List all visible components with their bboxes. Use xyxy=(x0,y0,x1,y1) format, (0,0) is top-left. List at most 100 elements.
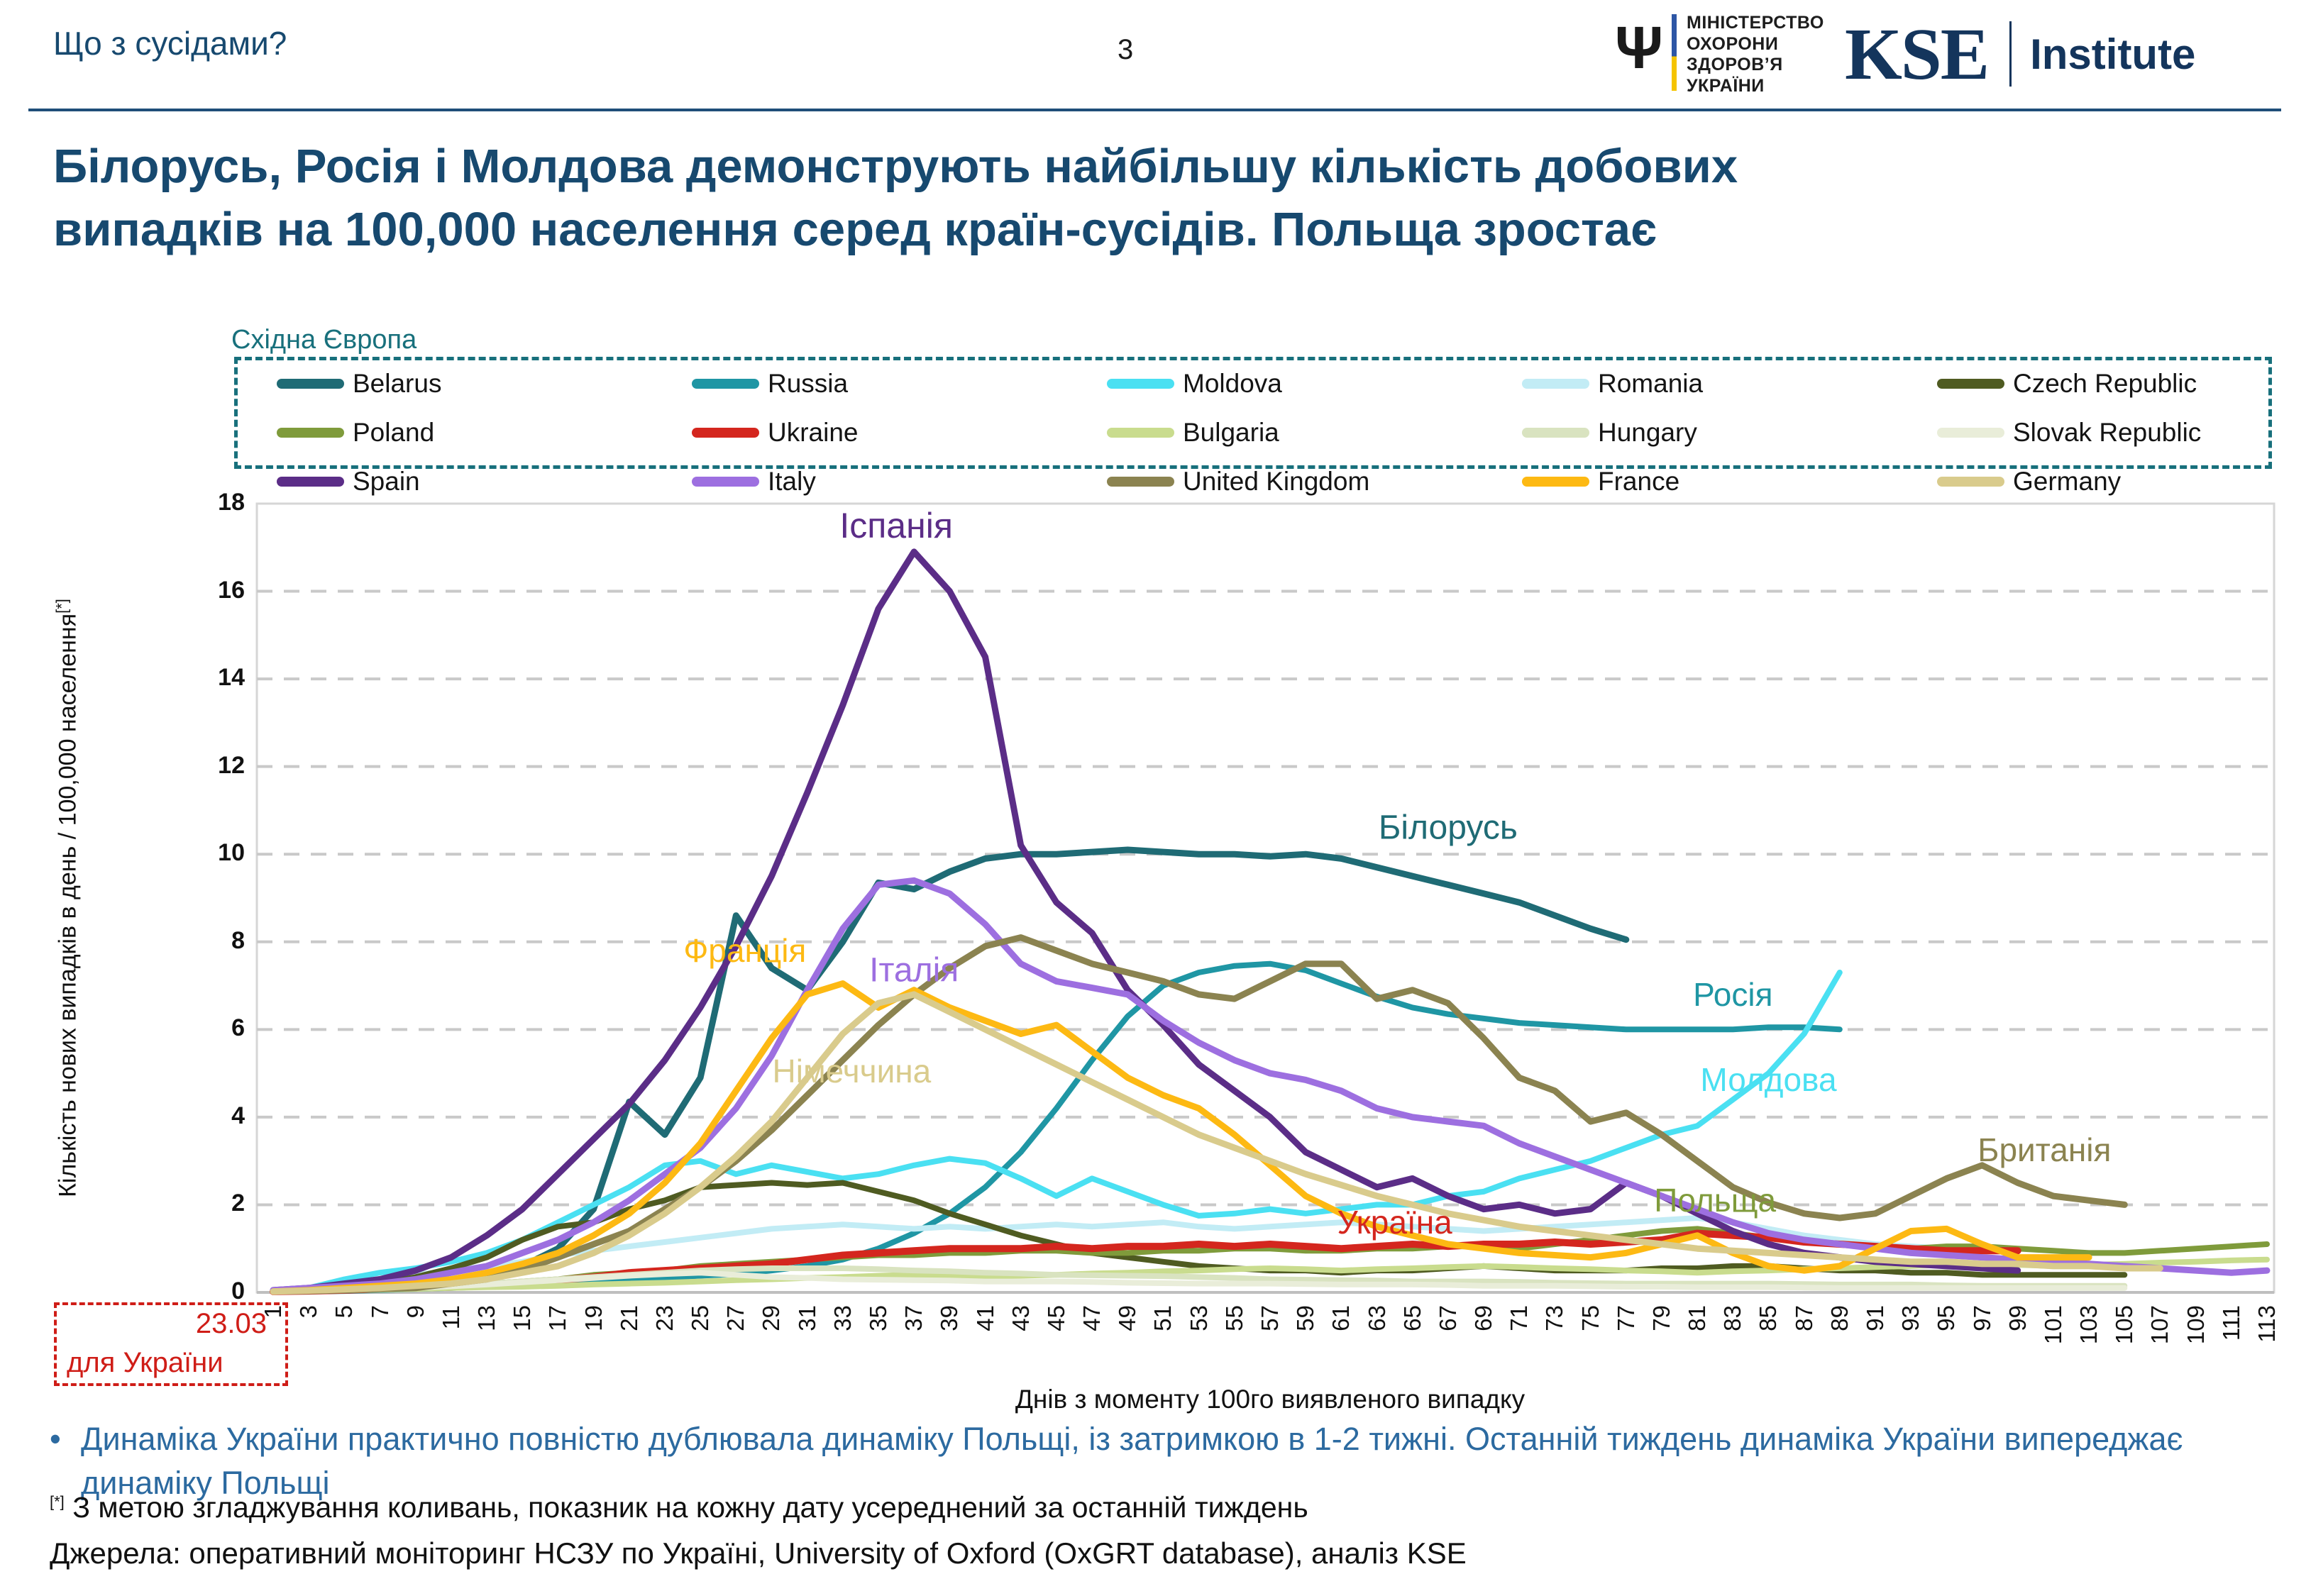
x-tick-59: 59 xyxy=(1292,1305,1319,1331)
x-tick-93: 93 xyxy=(1897,1305,1924,1331)
legend-item-hungary: Hungary xyxy=(1522,418,1697,448)
kse-logo: KSE Institute xyxy=(1845,4,2195,104)
x-tick-57: 57 xyxy=(1256,1305,1283,1331)
moz-logo: Ψ МІНІСТЕРСТВО ОХОРОНИ ЗДОРОВ’Я УКРАЇНИ xyxy=(1611,9,1824,96)
x-tick-3: 3 xyxy=(295,1305,322,1319)
x-tick-109: 109 xyxy=(2182,1305,2209,1345)
moz-line: ЗДОРОВ’Я xyxy=(1687,55,1783,74)
legend-swatch xyxy=(692,477,759,487)
x-tick-105: 105 xyxy=(2111,1305,2138,1345)
legend-item-russia: Russia xyxy=(692,369,848,399)
y-tick-2: 2 xyxy=(231,1190,245,1217)
x-tick-15: 15 xyxy=(509,1305,536,1331)
x-tick-17: 17 xyxy=(544,1305,571,1331)
x-tick-29: 29 xyxy=(758,1305,785,1331)
x-tick-39: 39 xyxy=(936,1305,963,1331)
x-tick-99: 99 xyxy=(2004,1305,2031,1331)
x-tick-21: 21 xyxy=(615,1305,642,1331)
y-tick-12: 12 xyxy=(218,751,245,779)
x-tick-67: 67 xyxy=(1434,1305,1461,1331)
kse-wordmark: KSE xyxy=(1845,13,1990,95)
legend-swatch xyxy=(1522,428,1589,438)
x-tick-79: 79 xyxy=(1648,1305,1675,1331)
legend-label: France xyxy=(1598,467,1680,496)
series-line-france xyxy=(270,980,2092,1295)
legend-swatch xyxy=(692,428,759,438)
x-tick-75: 75 xyxy=(1577,1305,1604,1331)
x-tick-31: 31 xyxy=(793,1305,820,1331)
legend-item-czech-republic: Czech Republic xyxy=(1937,369,2197,399)
legend-label: Ukraine xyxy=(768,418,859,447)
sources-line: Джерела: оперативний моніторинг НСЗУ по … xyxy=(50,1536,1467,1570)
x-tick-85: 85 xyxy=(1755,1305,1782,1331)
x-tick-65: 65 xyxy=(1399,1305,1425,1331)
legend-swatch xyxy=(1937,477,2004,487)
annotation-Іспанія: Іспанія xyxy=(839,505,953,545)
legend-swatch xyxy=(277,379,344,389)
x-tick-95: 95 xyxy=(1933,1305,1960,1331)
key-insight-bullet: • Динаміка України практично повністю ду… xyxy=(50,1417,2221,1505)
x-tick-49: 49 xyxy=(1114,1305,1141,1331)
legend-swatch xyxy=(1937,379,2004,389)
legend-label: Poland xyxy=(353,418,435,447)
x-tick-89: 89 xyxy=(1826,1305,1853,1331)
bullet-text: Динаміка України практично повністю дубл… xyxy=(81,1421,2183,1502)
legend-item-spain: Spain xyxy=(277,467,420,497)
legend-swatch xyxy=(1522,379,1589,389)
moz-line: УКРАЇНИ xyxy=(1687,75,1765,96)
x-tick-9: 9 xyxy=(402,1305,429,1319)
x-tick-23: 23 xyxy=(651,1305,678,1331)
callout-target: для України xyxy=(67,1347,224,1378)
slide-title-line2: випадків на 100,000 населення серед краї… xyxy=(53,203,1657,257)
legend-item-germany: Germany xyxy=(1937,467,2121,497)
kse-logo-divider xyxy=(2009,21,2012,87)
series-line-slovak-republic xyxy=(270,1270,2128,1295)
x-tick-5: 5 xyxy=(331,1305,358,1319)
x-tick-113: 113 xyxy=(2253,1305,2280,1343)
legend-swatch xyxy=(1937,428,2004,438)
annotation-Польща: Польща xyxy=(1654,1182,1777,1219)
bullet-marker: • xyxy=(50,1421,61,1457)
x-tick-91: 91 xyxy=(1862,1305,1888,1331)
ukraine-start-date-callout: 23.03 для України xyxy=(54,1302,288,1386)
x-tick-45: 45 xyxy=(1042,1305,1069,1331)
x-tick-71: 71 xyxy=(1506,1305,1533,1331)
annotation-Франція: Франція xyxy=(683,932,807,970)
x-tick-11: 11 xyxy=(437,1305,464,1330)
annotation-Росія: Росія xyxy=(1693,975,1773,1013)
ukraine-flag-bar xyxy=(1672,14,1677,91)
y-tick-6: 6 xyxy=(231,1014,245,1042)
x-tick-41: 41 xyxy=(971,1305,998,1331)
moz-line: МІНІСТЕРСТВО xyxy=(1687,13,1824,33)
annotation-Італія: Італія xyxy=(869,951,959,990)
footnote: [*] З метою згладжування коливань, показ… xyxy=(50,1491,2263,1524)
x-tick-7: 7 xyxy=(366,1305,393,1319)
header-subtitle: Що з сусідами? xyxy=(53,25,287,62)
legend-label: Russia xyxy=(768,369,849,398)
x-tick-69: 69 xyxy=(1470,1305,1497,1331)
legend-label: Slovak Republic xyxy=(2013,418,2202,447)
eastern-europe-legend-box xyxy=(234,357,2272,469)
legend-label: Hungary xyxy=(1598,418,1697,447)
footnote-text: З метою згладжування коливань, показник … xyxy=(64,1491,1308,1524)
legend-label: Germany xyxy=(2013,467,2122,496)
x-tick-63: 63 xyxy=(1363,1305,1390,1331)
legend-item-united-kingdom: United Kingdom xyxy=(1107,467,1369,497)
series-line-spain xyxy=(270,548,2021,1294)
legend-label: Spain xyxy=(353,467,420,496)
kse-institute-label: Institute xyxy=(2030,30,2196,78)
x-tick-87: 87 xyxy=(1790,1305,1817,1331)
x-tick-111: 111 xyxy=(2217,1305,2244,1341)
x-tick-53: 53 xyxy=(1185,1305,1212,1331)
legend-swatch xyxy=(1522,477,1589,487)
legend-item-france: France xyxy=(1522,467,1679,497)
x-axis-title: Днів з моменту 100го виявленого випадку xyxy=(1015,1385,1526,1414)
x-tick-55: 55 xyxy=(1220,1305,1247,1331)
legend-swatch xyxy=(277,477,344,487)
y-axis-title-footnote-ref: [*] xyxy=(53,599,71,614)
legend-swatch xyxy=(1107,379,1174,389)
x-tick-97: 97 xyxy=(1968,1305,1995,1331)
legend-item-moldova: Moldova xyxy=(1107,369,1282,399)
x-tick-35: 35 xyxy=(865,1305,892,1331)
